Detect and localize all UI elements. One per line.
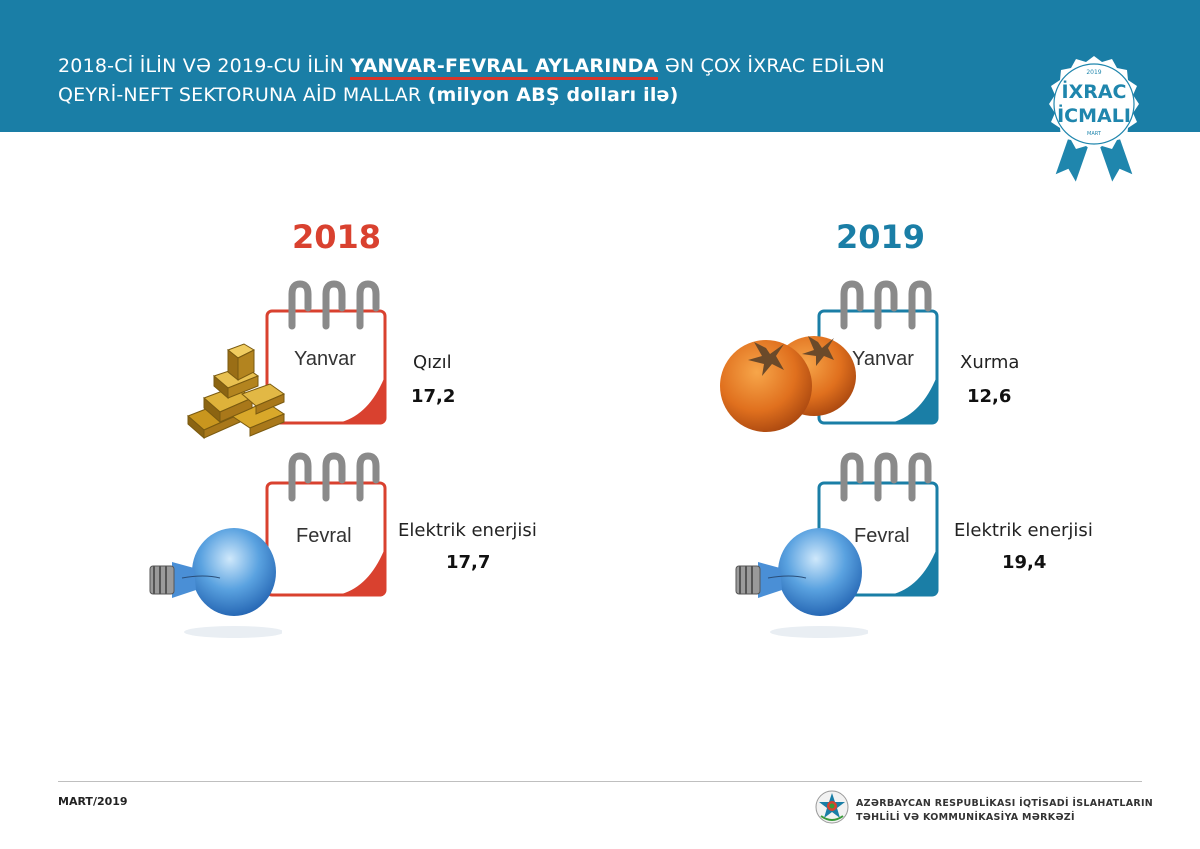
- badge-year: 2019: [1086, 69, 1101, 76]
- gold-bars-icon: [187, 343, 286, 440]
- page-title: 2018-Cİ İLİN VƏ 2019-CU İLİN YANVAR-FEVR…: [58, 52, 958, 110]
- title-unit: (milyon ABŞ dolları ilə): [427, 84, 679, 106]
- export-value: 19,4: [1002, 552, 1047, 573]
- org-line1: AZƏRBAYCAN RESPUBLİKASI İQTİSADİ İSLAHAT…: [856, 798, 1154, 809]
- product-name: Elektrik enerjisi: [954, 520, 1093, 541]
- year-2018-heading: 2018: [292, 218, 382, 256]
- export-value: 17,2: [411, 386, 456, 407]
- month-label: Fevral: [854, 525, 910, 547]
- light-bulb-icon: [735, 528, 868, 638]
- calendar-icon: [265, 280, 387, 425]
- title-line1-start: 2018-Cİ İLİN VƏ 2019-CU İLİN: [58, 55, 351, 77]
- product-name: Qızıl: [413, 352, 452, 373]
- footer-date: MART/2019: [58, 795, 128, 808]
- month-label: Yanvar: [294, 348, 356, 370]
- year-2019-heading: 2019: [836, 218, 926, 256]
- product-name: Elektrik enerjisi: [398, 520, 537, 541]
- organization-name: AZƏRBAYCAN RESPUBLİKASI İQTİSADİ İSLAHAT…: [856, 797, 1153, 825]
- month-label: Yanvar: [852, 348, 914, 370]
- export-value: 12,6: [967, 386, 1012, 407]
- light-bulb-icon: [149, 528, 282, 638]
- persimmon-icon: [720, 336, 856, 432]
- badge-line2: İCMALI: [1057, 103, 1131, 127]
- org-line2: TƏHLİLİ VƏ KOMMUNİKASİYA MƏRKƏZİ: [856, 812, 1075, 823]
- month-label: Fevral: [296, 525, 352, 547]
- product-name: Xurma: [960, 352, 1020, 373]
- export-value: 17,7: [446, 552, 491, 573]
- ixrac-icmali-badge-icon: 2019 İXRAC İCMALI MART: [1049, 56, 1139, 186]
- badge-bottom: MART: [1087, 131, 1102, 137]
- title-line2-start: QEYRİ-NEFT SEKTORUNA AİD MALLAR: [58, 84, 428, 106]
- emblem-icon: [815, 790, 849, 824]
- title-line1-end: ƏN ÇOX İXRAC EDİLƏN: [658, 55, 885, 77]
- badge-line1: İXRAC: [1062, 79, 1127, 103]
- title-highlight: YANVAR-FEVRAL AYLARINDA: [350, 55, 659, 80]
- footer-divider: [58, 781, 1142, 782]
- calendar-icon: [265, 452, 387, 597]
- header-banner: 2018-Cİ İLİN VƏ 2019-CU İLİN YANVAR-FEVR…: [0, 0, 1200, 132]
